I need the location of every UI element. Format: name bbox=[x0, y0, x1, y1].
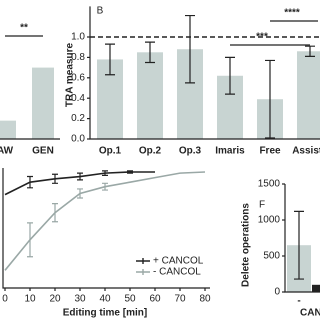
x-tick-label: - bbox=[297, 296, 300, 307]
error-bar bbox=[225, 56, 235, 95]
series-line bbox=[4, 171, 155, 196]
legend-label: - CANCOL bbox=[153, 267, 201, 278]
x-tick-label: 40 bbox=[99, 294, 111, 305]
x-tick-label: 10 bbox=[24, 294, 36, 305]
x-tick-label: Op.1 bbox=[99, 146, 122, 157]
axis bbox=[2, 168, 210, 289]
bar bbox=[312, 284, 320, 292]
y-tick-label: 500 bbox=[263, 251, 280, 262]
x-tick-label: Op.3 bbox=[179, 146, 202, 157]
x-tick-label: 30 bbox=[74, 294, 86, 305]
significance-label: *** bbox=[256, 32, 268, 43]
legend-label: + CANCOL bbox=[153, 256, 204, 267]
y-axis-label: TRA measure bbox=[65, 43, 76, 108]
panel-label: B bbox=[97, 6, 104, 17]
error-bar bbox=[305, 45, 315, 57]
error-bar bbox=[185, 14, 195, 84]
series-line bbox=[4, 171, 206, 271]
y-tick-label: 0.2 bbox=[71, 113, 85, 124]
bar bbox=[297, 51, 320, 139]
y-tick-label: 0 bbox=[274, 287, 280, 298]
x-tick-label: Imaris bbox=[215, 146, 245, 157]
x-tick-label: 50 bbox=[124, 294, 136, 305]
significance-label: ** bbox=[20, 23, 28, 34]
bar bbox=[0, 120, 16, 139]
legend-swatch bbox=[136, 269, 150, 275]
y-axis-label: Delete operations bbox=[241, 203, 252, 287]
error-bar bbox=[105, 43, 115, 76]
x-tick-label: 60 bbox=[149, 294, 161, 305]
y-tick-label: 0.0 bbox=[71, 134, 85, 145]
x-tick-label: 80 bbox=[199, 294, 211, 305]
error-bar bbox=[145, 41, 155, 64]
bar bbox=[32, 67, 54, 139]
panel-label: F bbox=[259, 200, 265, 211]
bar bbox=[137, 52, 163, 139]
x-axis-label: CANCO bbox=[300, 308, 320, 319]
x-tick-label: 20 bbox=[49, 294, 61, 305]
axis bbox=[89, 6, 320, 140]
significance-label: **** bbox=[284, 8, 300, 19]
y-tick-label: 1500 bbox=[258, 179, 281, 190]
y-tick-label: 0.6 bbox=[71, 72, 85, 83]
x-tick-label: Free bbox=[259, 146, 281, 157]
x-tick-label: Op.2 bbox=[139, 146, 162, 157]
legend-swatch bbox=[136, 258, 150, 264]
x-tick-label: GEN bbox=[32, 146, 54, 157]
y-tick-label: 1000 bbox=[258, 215, 281, 226]
axis bbox=[284, 184, 320, 293]
error-bar bbox=[294, 210, 304, 280]
y-tick-label: 1.0 bbox=[71, 32, 85, 43]
y-tick-label: 0.4 bbox=[71, 93, 85, 104]
x-tick-label: 0 bbox=[2, 294, 8, 305]
y-tick-label: 0.8 bbox=[71, 52, 85, 63]
error-bar bbox=[265, 59, 275, 139]
x-tick-label: 70 bbox=[174, 294, 186, 305]
x-axis-label: Editing time [min] bbox=[63, 308, 147, 319]
x-tick-label: Assiste bbox=[292, 146, 320, 157]
x-tick-label: AW bbox=[0, 146, 14, 157]
